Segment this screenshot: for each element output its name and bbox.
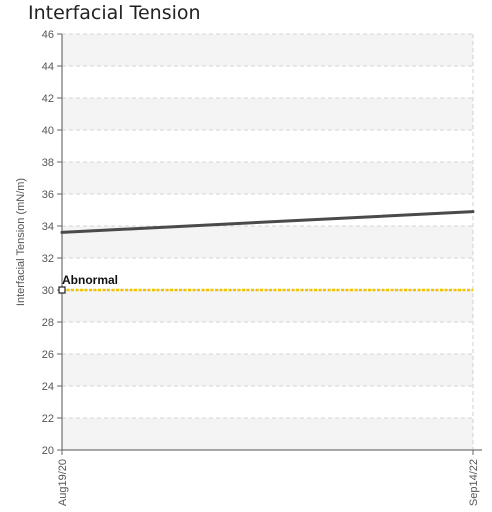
y-tick-label: 46: [42, 29, 54, 41]
background-band: [62, 226, 473, 258]
background-band: [62, 66, 473, 98]
x-tick-label: Sep14/22: [468, 459, 480, 506]
x-tick-label: Aug19/20: [57, 459, 69, 506]
background-band: [62, 34, 473, 66]
background-band: [62, 98, 473, 130]
y-tick-label: 34: [42, 221, 54, 233]
y-tick-label: 24: [42, 381, 54, 393]
y-tick-label: 38: [42, 157, 54, 169]
reference-lines: Abnormal: [58, 273, 473, 294]
y-axis-title: Interfacial Tension (mN/m): [15, 178, 27, 306]
background-band: [62, 322, 473, 354]
y-tick-label: 22: [42, 413, 54, 425]
y-tick-label: 20: [42, 445, 54, 457]
y-tick-label: 44: [42, 61, 54, 73]
x-axis-ticks: Aug19/20 Sep14/22: [57, 450, 480, 506]
background-band: [62, 258, 473, 290]
background-bands: [62, 34, 473, 450]
y-tick-label: 28: [42, 317, 54, 329]
y-tick-label: 42: [42, 93, 54, 105]
background-band: [62, 354, 473, 386]
axes: [61, 34, 482, 451]
y-axis-ticks: 20 22 24 26 28 30 32 34 36 38 40 42 44 46: [42, 29, 62, 457]
background-band: [62, 386, 473, 418]
series-line: [60, 210, 475, 234]
y-tick-label: 36: [42, 189, 54, 201]
series-lines: [60, 210, 475, 234]
y-tick-label: 26: [42, 349, 54, 361]
y-tick-label: 40: [42, 125, 54, 137]
reference-line-label: Abnormal: [62, 273, 118, 287]
background-band: [62, 162, 473, 194]
y-tick-label: 30: [42, 285, 54, 297]
background-band: [62, 418, 473, 450]
y-tick-label: 32: [42, 253, 54, 265]
background-band: [62, 130, 473, 162]
background-band: [62, 290, 473, 322]
chart-title: Interfacial Tension: [28, 2, 201, 24]
reference-marker: [58, 286, 66, 294]
